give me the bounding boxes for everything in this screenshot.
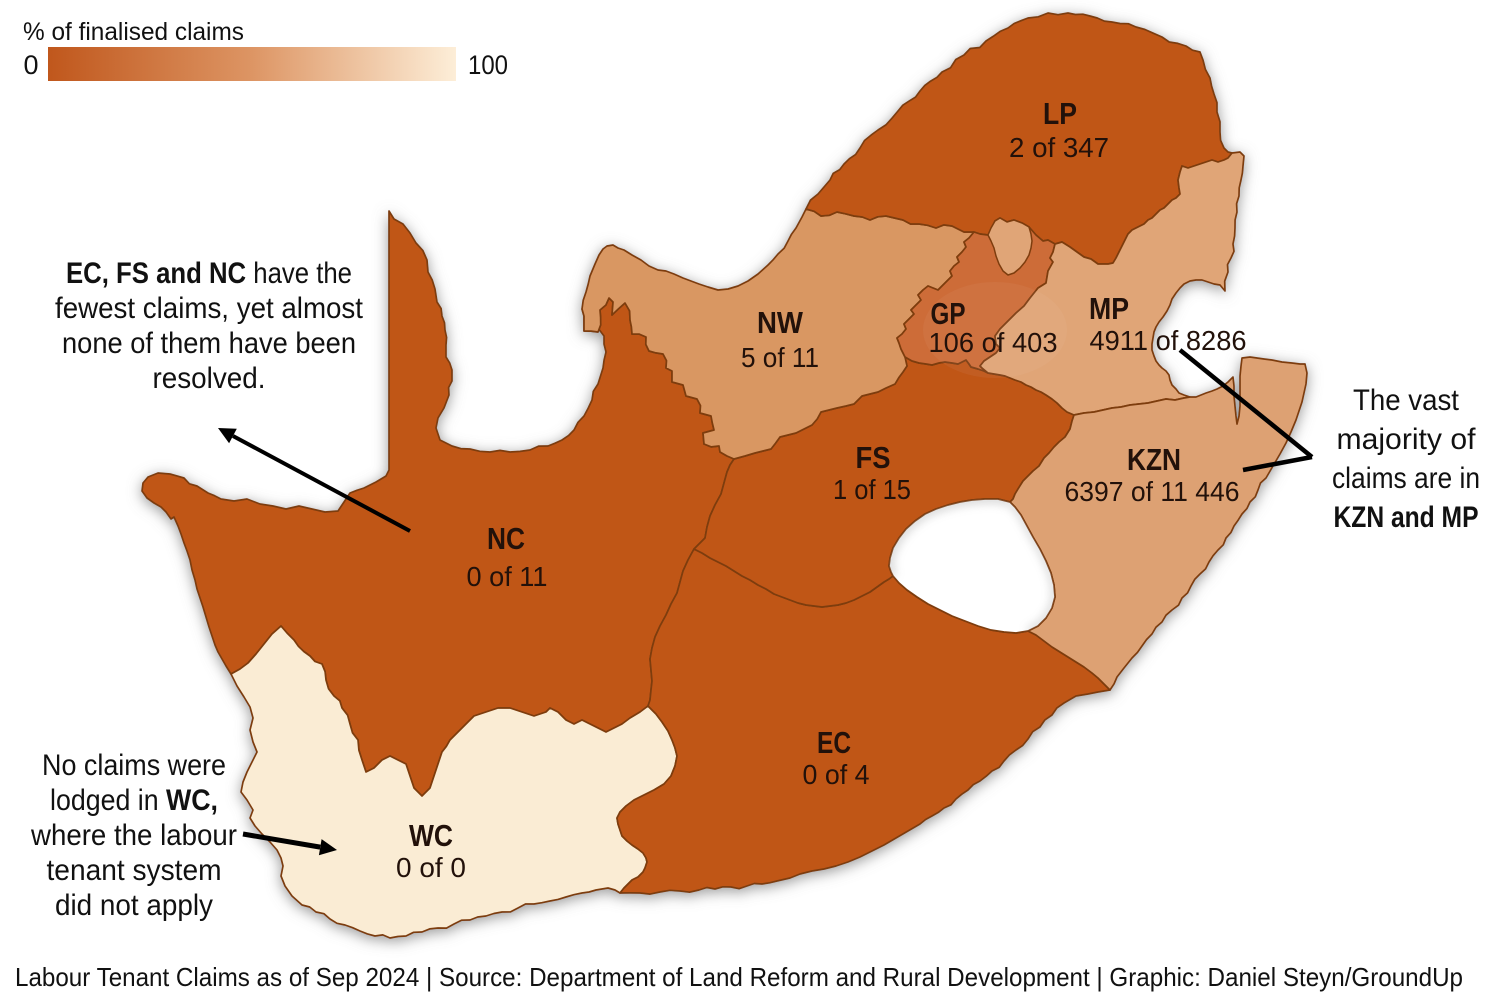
svg-text:0 of 4: 0 of 4 xyxy=(803,759,870,790)
svg-text:4911 of 8286: 4911 of 8286 xyxy=(1090,325,1247,356)
svg-text:claims are in: claims are in xyxy=(1332,462,1480,495)
svg-text:Labour Tenant Claims as of Sep: Labour Tenant Claims as of Sep 2024 | So… xyxy=(15,962,1463,992)
svg-text:none of them have been: none of them have been xyxy=(62,327,356,360)
svg-text:106 of 403: 106 of 403 xyxy=(929,327,1058,358)
svg-text:6397 of 11 446: 6397 of 11 446 xyxy=(1065,476,1240,507)
svg-text:FS: FS xyxy=(856,440,891,475)
svg-text:2 of 347: 2 of 347 xyxy=(1009,132,1109,163)
svg-text:0 of 11: 0 of 11 xyxy=(467,561,548,592)
svg-text:1 of 15: 1 of 15 xyxy=(833,474,911,505)
svg-text:No claims were: No claims were xyxy=(42,749,226,782)
svg-text:did not apply: did not apply xyxy=(55,889,213,922)
svg-text:EC, FS and NC have the: EC, FS and NC have the xyxy=(66,257,352,290)
svg-text:resolved.: resolved. xyxy=(153,362,266,395)
svg-text:% of finalised claims: % of finalised claims xyxy=(23,18,244,46)
svg-text:LP: LP xyxy=(1043,96,1077,131)
svg-text:NC: NC xyxy=(487,521,525,556)
svg-text:MP: MP xyxy=(1089,291,1129,326)
svg-text:GP: GP xyxy=(931,296,966,331)
svg-text:The vast: The vast xyxy=(1353,384,1460,417)
svg-text:fewest claims, yet almost: fewest claims, yet almost xyxy=(55,292,364,325)
svg-text:where the labour: where the labour xyxy=(30,819,237,852)
svg-text:0: 0 xyxy=(23,50,38,80)
svg-text:KZN: KZN xyxy=(1127,442,1181,477)
svg-text:EC: EC xyxy=(817,725,851,760)
svg-text:KZN and MP: KZN and MP xyxy=(1334,501,1479,534)
svg-text:tenant system: tenant system xyxy=(47,854,222,887)
svg-text:NW: NW xyxy=(757,305,804,340)
svg-text:0 of 0: 0 of 0 xyxy=(396,852,466,883)
svg-text:100: 100 xyxy=(468,50,508,80)
svg-text:WC: WC xyxy=(409,818,453,853)
svg-text:lodged in WC,: lodged in WC, xyxy=(50,784,218,817)
svg-text:5 of 11: 5 of 11 xyxy=(741,342,819,373)
svg-text:majority of: majority of xyxy=(1337,423,1477,456)
